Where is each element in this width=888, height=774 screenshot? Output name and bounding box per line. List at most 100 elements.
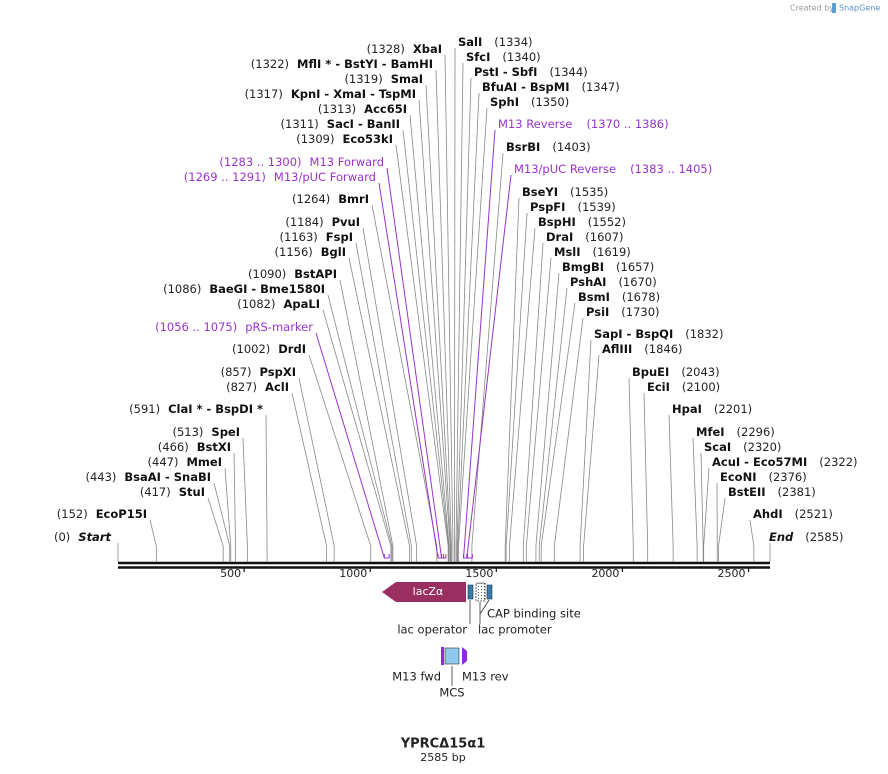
site-label-part: AhdI (753, 507, 783, 521)
site-line (418, 99, 451, 562)
site-label-part: (1184) (285, 215, 323, 229)
site-label: (447) MmeI (148, 455, 222, 469)
site-label-part: (1328) (367, 42, 405, 56)
site-label-part: (1156) (275, 245, 313, 259)
site-label: (1156) BglI (275, 245, 346, 259)
site-label-part: (1832) (685, 327, 723, 341)
site-label-part: (827) (226, 380, 257, 394)
site-line (435, 69, 452, 562)
feature-label-part: pRS-marker (245, 320, 313, 334)
feature-label-part: (1283 .. 1300) (219, 155, 301, 169)
site-label-part: BspHI (538, 215, 576, 229)
site-label-part: (2296) (737, 425, 775, 439)
site-label-part: PvuI (332, 215, 360, 229)
map-length: 2585 bp (420, 751, 465, 764)
end-label: End (2585) (769, 530, 844, 544)
site-line (471, 152, 504, 562)
site-label-part: (1319) (344, 72, 382, 86)
site-label: PstI - SbfI (1344) (474, 65, 588, 79)
site-label: (1264) BmrI (292, 192, 369, 206)
site-label-part: PshAI (570, 275, 606, 289)
site-line (149, 519, 157, 562)
site-line (583, 354, 600, 562)
site-line (718, 497, 726, 562)
feature-label-part: M13/pUC Forward (274, 170, 376, 184)
site-label-part: (1090) (248, 267, 286, 281)
site-line (355, 242, 412, 562)
feature-bracket (383, 554, 390, 559)
site-line (242, 437, 248, 562)
site-label: (152) EcoP15I (57, 507, 147, 521)
feature-line (378, 182, 439, 559)
site-label-part: AflIII (602, 342, 632, 356)
site-line (233, 452, 236, 562)
site-label-part: DraI (546, 230, 573, 244)
site-label-part: SmaI (391, 72, 423, 86)
site-line (455, 62, 464, 562)
feature-bracket (463, 554, 469, 559)
site-label: (417) StuI (140, 485, 205, 499)
site-label-part: EcoP15I (96, 507, 147, 521)
feature-bracket (466, 554, 473, 559)
site-label-part: (1322) (251, 57, 289, 71)
start-label-part: Start (78, 530, 111, 544)
feature-label: M13 Reverse (1370 .. 1386) (498, 117, 669, 131)
site-label-part: MfeI (696, 425, 725, 439)
m13-fwd-label: M13 fwd (392, 670, 441, 684)
ruler-tick-label: 500 (220, 567, 241, 580)
feature-label-part: (1056 .. 1075) (155, 320, 237, 334)
site-label-part: BstXI (197, 440, 231, 454)
mcs-box (444, 647, 460, 665)
site-label: AcuI - Eco57MI (2322) (712, 455, 858, 469)
site-label: (443) BsaAI - SnaBI (85, 470, 211, 484)
site-label: (1082) ApaLI (237, 297, 320, 311)
site-line (522, 242, 544, 562)
site-line (265, 414, 268, 562)
site-label-part: BsrBI (506, 140, 540, 154)
site-label-part: StuI (179, 485, 205, 499)
site-label: PsiI (1730) (586, 305, 660, 319)
site-label-part: (1350) (531, 95, 569, 109)
site-label-part: BsaAI - SnaBI (124, 470, 211, 484)
site-line (308, 354, 372, 562)
site-label-part: DrdI (278, 342, 306, 356)
site-line (538, 287, 568, 562)
site-label-part: HpaI (672, 402, 702, 416)
site-label: EciI (2100) (647, 380, 720, 394)
cap-box (486, 584, 493, 600)
site-label: BfuAI - BspMI (1347) (482, 80, 620, 94)
site-label-part: (1311) (281, 117, 319, 131)
site-line (298, 377, 335, 562)
site-label-part: SfcI (466, 50, 490, 64)
site-line (525, 257, 552, 562)
site-label: PshAI (1670) (570, 275, 657, 289)
site-label: (1309) Eco53kI (296, 132, 393, 146)
m13-rev-label: M13 rev (462, 670, 509, 684)
site-line (456, 77, 472, 562)
site-label-part: (1657) (616, 260, 654, 274)
site-label: (1184) PvuI (285, 215, 360, 229)
site-label-part: MmeI (186, 455, 222, 469)
site-label-part: (2381) (778, 485, 816, 499)
feature-label-part: M13 Forward (310, 155, 384, 169)
site-label-part: (1403) (552, 140, 590, 154)
site-label-part: EciI (647, 380, 670, 394)
site-label-part: (2322) (819, 455, 857, 469)
site-label-part: PsiI (586, 305, 609, 319)
site-label-part: BstAPI (294, 267, 337, 281)
site-label: EcoNI (2376) (720, 470, 807, 484)
cap-label: CAP binding site (487, 607, 581, 621)
site-line (692, 437, 698, 562)
site-line (322, 309, 392, 562)
ruler-tick-label: 1500 (465, 567, 493, 580)
site-label-part: (1552) (588, 215, 626, 229)
feature-line (466, 174, 512, 559)
site-label: (1322) MflI * - BstYI - BamHI (251, 57, 433, 71)
site-label: (1002) DrdI (232, 342, 306, 356)
site-line (579, 339, 592, 562)
site-label-part: (2043) (681, 365, 719, 379)
site-line (395, 144, 449, 562)
site-label-part: BglI (321, 245, 346, 259)
lacz-label: lacZα (413, 585, 444, 598)
site-label-part: (466) (158, 440, 189, 454)
